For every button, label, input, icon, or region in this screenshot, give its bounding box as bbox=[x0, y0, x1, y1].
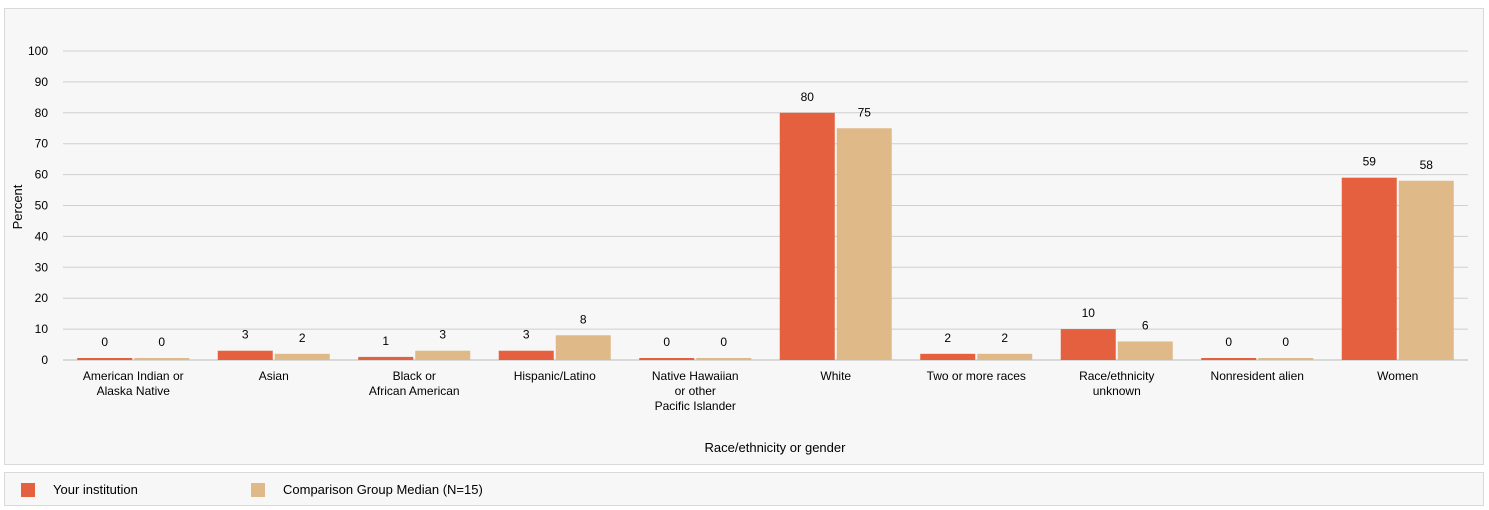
x-tick-label: African American bbox=[369, 384, 460, 398]
data-label: 58 bbox=[1420, 158, 1434, 172]
y-tick-label: 80 bbox=[35, 106, 49, 120]
y-tick-label: 10 bbox=[35, 322, 49, 336]
bar bbox=[1117, 341, 1173, 360]
data-label: 2 bbox=[299, 331, 306, 345]
data-label: 80 bbox=[801, 90, 815, 104]
y-tick-label: 40 bbox=[35, 229, 49, 243]
bar bbox=[1258, 358, 1314, 360]
x-tick-label: Hispanic/Latino bbox=[514, 369, 596, 383]
bar bbox=[920, 353, 976, 360]
data-label: 0 bbox=[1282, 335, 1289, 349]
legend-item-your-institution: Your institution bbox=[21, 482, 138, 497]
y-tick-label: 30 bbox=[35, 260, 49, 274]
y-tick-label: 70 bbox=[35, 137, 49, 151]
y-axis-ticks: 0 10 20 30 40 50 60 70 80 90 100 bbox=[28, 44, 48, 367]
bar bbox=[217, 350, 273, 360]
data-label: 0 bbox=[101, 335, 108, 349]
x-tick-label: Nonresident alien bbox=[1211, 369, 1304, 383]
data-label: 2 bbox=[944, 331, 951, 345]
y-axis-title: Percent bbox=[10, 184, 25, 229]
data-label: 2 bbox=[1001, 331, 1008, 345]
x-tick-label: unknown bbox=[1093, 384, 1141, 398]
data-label: 0 bbox=[663, 335, 670, 349]
bar bbox=[639, 358, 695, 360]
data-label: 75 bbox=[858, 105, 872, 119]
bar bbox=[1201, 358, 1257, 360]
bar bbox=[134, 358, 190, 360]
x-tick-label: Asian bbox=[259, 369, 289, 383]
data-label: 3 bbox=[523, 328, 530, 342]
bars bbox=[77, 112, 1454, 360]
legend-item-comparison-group: Comparison Group Median (N=15) bbox=[251, 482, 483, 497]
bar bbox=[498, 350, 554, 360]
bar bbox=[274, 353, 330, 360]
y-tick-label: 90 bbox=[35, 75, 49, 89]
bar bbox=[1060, 329, 1116, 360]
bar bbox=[836, 128, 892, 360]
data-label: 0 bbox=[720, 335, 727, 349]
x-tick-label: Two or more races bbox=[927, 369, 1026, 383]
data-label: 0 bbox=[1225, 335, 1232, 349]
legend-label-comparison-group: Comparison Group Median (N=15) bbox=[283, 482, 483, 497]
legend-swatch-comparison-group bbox=[251, 482, 265, 497]
x-tick-label: Race/ethnicity bbox=[1079, 369, 1154, 383]
bar bbox=[977, 353, 1033, 360]
x-tick-label: Native Hawaiian bbox=[652, 369, 739, 383]
y-tick-label: 0 bbox=[41, 353, 48, 367]
legend: Your institution Comparison Group Median… bbox=[4, 472, 1484, 506]
data-label: 3 bbox=[242, 328, 249, 342]
legend-label-your-institution: Your institution bbox=[53, 482, 138, 497]
bar bbox=[779, 112, 835, 360]
data-label: 3 bbox=[439, 328, 446, 342]
y-tick-label: 100 bbox=[28, 44, 48, 58]
y-tick-label: 20 bbox=[35, 291, 49, 305]
data-label: 6 bbox=[1142, 318, 1149, 332]
bar bbox=[358, 356, 414, 360]
data-label: 10 bbox=[1082, 306, 1096, 320]
y-tick-label: 50 bbox=[35, 199, 49, 213]
bar bbox=[415, 350, 471, 360]
x-tick-label: Black or bbox=[393, 369, 436, 383]
x-tick-label: Alaska Native bbox=[97, 384, 171, 398]
x-tick-label: Women bbox=[1377, 369, 1418, 383]
bar bbox=[1398, 180, 1454, 360]
legend-swatch-your-institution bbox=[21, 482, 35, 497]
x-tick-label: or other bbox=[675, 384, 716, 398]
data-label: 1 bbox=[382, 334, 389, 348]
x-tick-label: American Indian or bbox=[83, 369, 184, 383]
bar bbox=[555, 335, 611, 360]
x-tick-label: White bbox=[820, 369, 851, 383]
bar bbox=[696, 358, 752, 360]
gridlines bbox=[63, 50, 1468, 361]
bar bbox=[77, 358, 133, 360]
x-tick-label: Pacific Islander bbox=[655, 399, 736, 413]
data-label: 59 bbox=[1363, 155, 1377, 169]
x-axis-title: Race/ethnicity or gender bbox=[705, 440, 847, 455]
data-label: 0 bbox=[158, 335, 165, 349]
data-label: 8 bbox=[580, 312, 587, 326]
y-tick-label: 60 bbox=[35, 168, 49, 182]
bar bbox=[1341, 177, 1397, 360]
